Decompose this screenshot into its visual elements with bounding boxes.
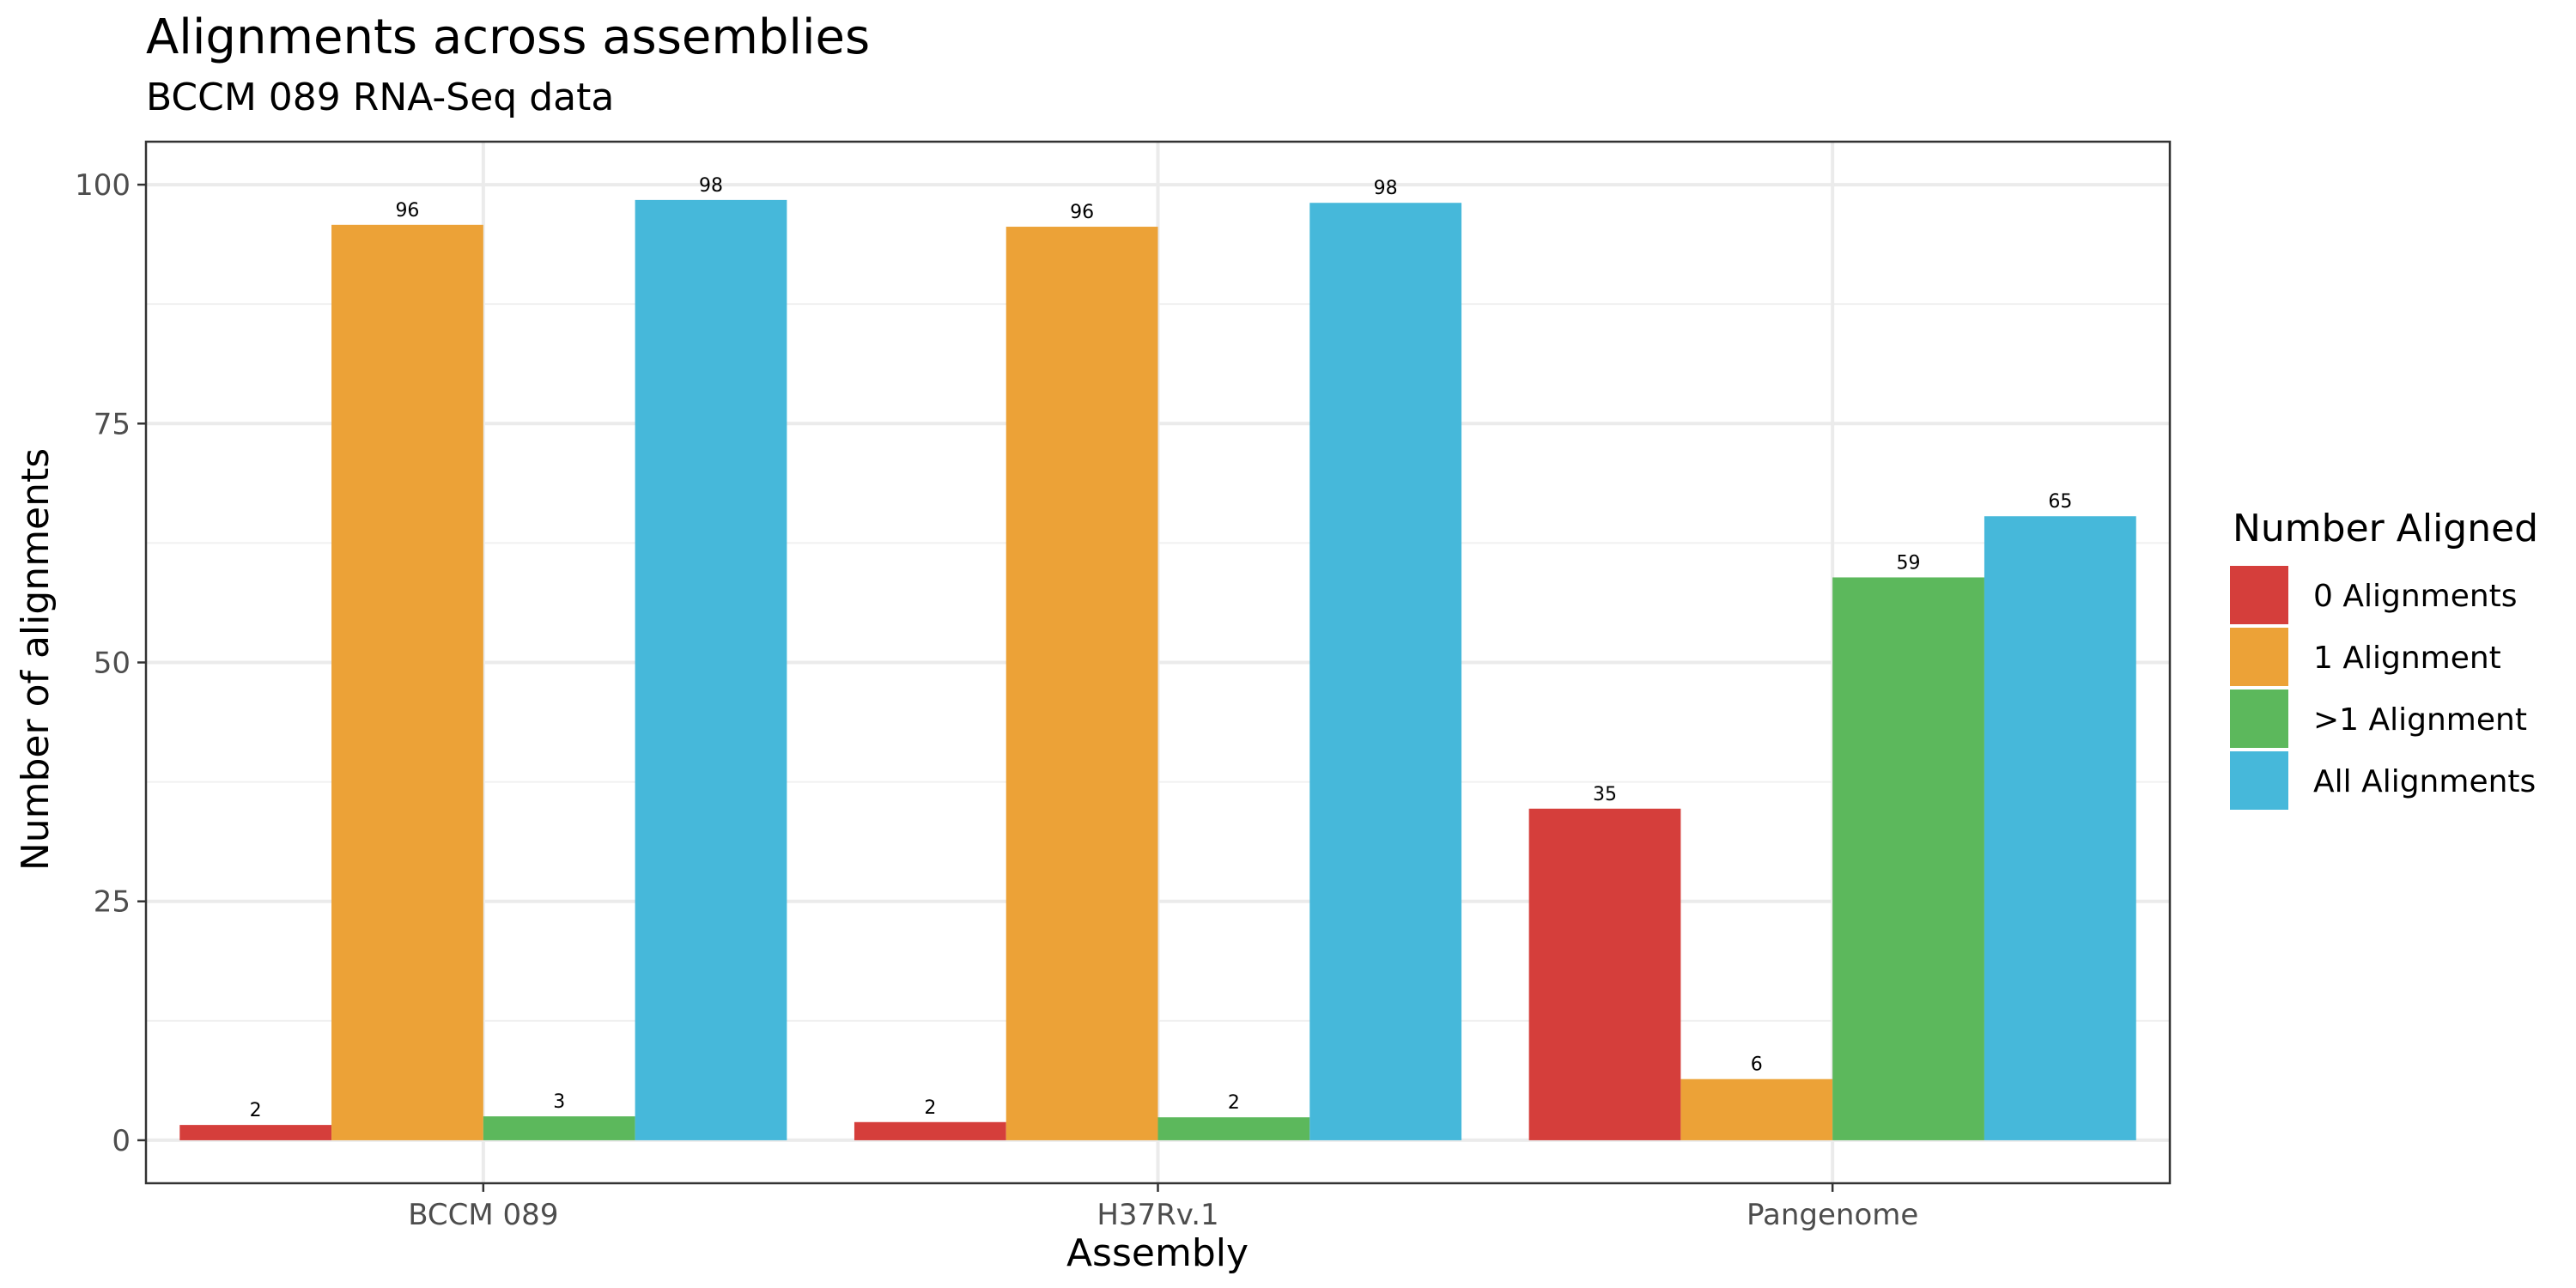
legend: Number Aligned 0 Alignments 1 Alignment >1…	[2228, 507, 2538, 811]
data-label: 35	[1593, 784, 1617, 805]
data-label: 2	[1228, 1092, 1240, 1114]
data-label: 98	[699, 175, 723, 197]
data-label: 96	[1070, 202, 1094, 223]
legend-key	[2228, 750, 2290, 811]
data-label: 96	[395, 200, 419, 222]
y-tick-label: 25	[94, 885, 131, 920]
y-tick-label: 50	[94, 647, 131, 681]
legend-title: Number Aligned	[2233, 507, 2538, 550]
data-label: 59	[1897, 552, 1921, 574]
chart-subtitle: BCCM 089 RNA-Seq data	[146, 76, 614, 119]
y-tick-label: 75	[94, 407, 131, 441]
bar	[1005, 227, 1158, 1140]
y-tick-label: 100	[75, 168, 131, 203]
legend-label: All Alignments	[2313, 764, 2536, 799]
bar	[1309, 203, 1462, 1140]
bar	[635, 199, 787, 1140]
legend-label: >1 Alignment	[2313, 702, 2527, 738]
legend-key	[2228, 626, 2290, 688]
plot-area: 2 2 35 96 96 6 3 2 59 98 98 65 0 25 50 75 100 BCCM 089 H37…	[75, 140, 2172, 1232]
chart-title: Alignments across assemblies	[146, 9, 870, 65]
data-label: 98	[1374, 178, 1398, 199]
bar	[854, 1121, 1006, 1140]
bar	[1984, 516, 2136, 1140]
y-axis-title: Number of alignments	[14, 448, 58, 871]
x-tick-label: BCCM 089	[408, 1198, 558, 1232]
bar	[1832, 577, 1984, 1140]
data-label: 6	[1751, 1054, 1763, 1076]
y-tick-label: 0	[112, 1124, 131, 1158]
bar	[1157, 1117, 1310, 1140]
bar	[331, 224, 483, 1140]
x-axis-title: Assembly	[1066, 1231, 1249, 1275]
bar	[483, 1116, 635, 1140]
data-label: 3	[553, 1091, 565, 1113]
bar	[1680, 1078, 1833, 1140]
legend-label: 0 Alignments	[2313, 579, 2518, 614]
x-tick-label: Pangenome	[1747, 1198, 1918, 1232]
data-label: 2	[924, 1097, 936, 1119]
legend-key	[2228, 688, 2290, 750]
data-label: 65	[2048, 491, 2072, 513]
bar	[179, 1125, 332, 1140]
data-label: 2	[250, 1100, 262, 1121]
bar	[1528, 808, 1681, 1140]
legend-label: 1 Alignment	[2313, 641, 2501, 676]
legend-key	[2228, 564, 2290, 626]
x-tick-label: H37Rv.1	[1097, 1198, 1218, 1232]
